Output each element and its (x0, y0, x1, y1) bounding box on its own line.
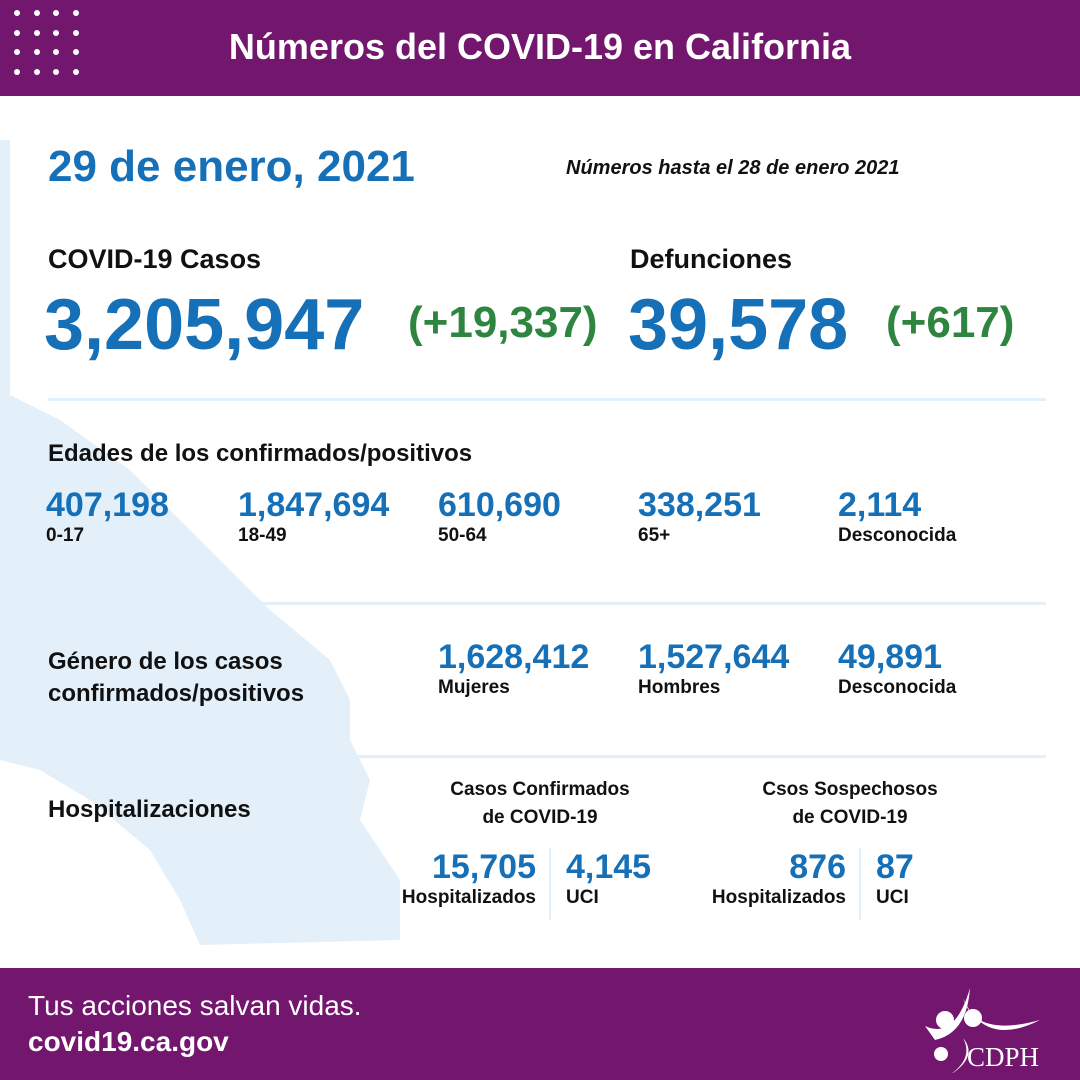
as-of-note: Números hasta el 28 de enero 2021 (566, 157, 900, 179)
age-value: 2,114 (838, 486, 922, 524)
divider (48, 755, 1046, 758)
deaths-label: Defunciones (630, 244, 793, 274)
gender-value: 49,891 (838, 638, 942, 676)
cases-change: (+19,337) (408, 298, 598, 347)
age-label: 18-49 (238, 525, 287, 546)
gender-label: Hombres (638, 677, 721, 698)
footer: Tus acciones salvan vidas. covid19.ca.go… (0, 968, 1080, 1080)
vertical-divider (859, 848, 861, 920)
age-item: 338,251 65+ (638, 486, 761, 547)
gender-label: Desconocida (838, 677, 957, 698)
heading-line: Casos Confirmados (450, 779, 630, 800)
label: Hospitalizados (401, 887, 536, 908)
cdph-figures-icon (925, 988, 1040, 1078)
divider (48, 398, 1046, 401)
age-label: 50-64 (438, 525, 487, 546)
vertical-divider (549, 848, 551, 920)
label: UCI (566, 887, 599, 908)
confirmed-heading: Casos Confirmados de COVID-19 (420, 776, 660, 832)
age-value: 610,690 (438, 486, 561, 524)
suspected-hospitalized: 876 Hospitalizados (690, 848, 846, 909)
age-value: 338,251 (638, 486, 761, 524)
gender-item: 49,891 Desconocida (838, 638, 956, 699)
gender-item: 1,628,412 Mujeres (438, 638, 589, 699)
confirmed-hospitalized: 15,705 Hospitalizados (380, 848, 536, 909)
confirmed-icu: 4,145 UCI (566, 848, 651, 909)
deaths-total: 39,578 (628, 285, 849, 365)
gender-value: 1,628,412 (438, 638, 590, 676)
heading-line: Csos Sospechosos (762, 779, 938, 800)
ages-title: Edades de los confirmados/positivos (48, 440, 473, 467)
divider (48, 602, 1046, 605)
gender-value: 1,527,644 (638, 638, 790, 676)
value: 4,145 (566, 848, 652, 886)
cases-total: 3,205,947 (44, 285, 365, 365)
tagline: Tus acciones salvan vidas. (28, 990, 362, 1021)
logo-text: CDPH (967, 1042, 1040, 1072)
value: 15,705 (432, 848, 536, 886)
dots-decoration (14, 10, 84, 82)
cases-label: COVID-19 Casos (48, 244, 262, 274)
header-banner: Números del COVID-19 en California (0, 0, 1080, 96)
age-item: 2,114 Desconocida (838, 486, 956, 547)
age-label: 65+ (638, 525, 671, 546)
gender-title-line: confirmados/positivos (48, 680, 305, 707)
age-item: 407,198 0-17 (46, 486, 169, 547)
gender-label: Mujeres (438, 677, 510, 698)
gender-item: 1,527,644 Hombres (638, 638, 789, 699)
label: UCI (876, 887, 909, 908)
heading-line: de COVID-19 (792, 807, 908, 828)
age-value: 1,847,694 (238, 486, 390, 524)
gender-title-line: Género de los casos (48, 648, 283, 675)
cdph-logo: CDPH (925, 978, 1055, 1078)
deaths-change: (+617) (886, 298, 1015, 347)
value: 876 (789, 848, 846, 886)
suspected-icu: 87 UCI (876, 848, 914, 909)
hosp-title: Hospitalizaciones (48, 796, 251, 823)
website-link[interactable]: covid19.ca.gov (28, 1026, 229, 1057)
age-label: 0-17 (46, 525, 85, 546)
report-date: 29 de enero, 2021 (48, 142, 415, 191)
value: 87 (876, 848, 914, 886)
age-item: 1,847,694 18-49 (238, 486, 389, 547)
page-title: Números del COVID-19 en California (228, 26, 852, 67)
suspected-heading: Csos Sospechosos de COVID-19 (730, 776, 970, 832)
gender-title: Género de los casos confirmados/positivos (48, 646, 304, 710)
label: Hospitalizados (711, 887, 846, 908)
age-value: 407,198 (46, 486, 169, 524)
age-label: Desconocida (838, 525, 957, 546)
heading-line: de COVID-19 (482, 807, 598, 828)
age-item: 610,690 50-64 (438, 486, 561, 547)
